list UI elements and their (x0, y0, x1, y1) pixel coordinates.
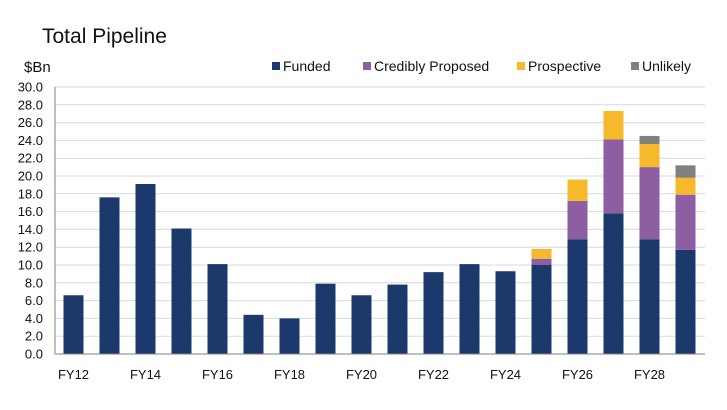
y-tick-label: 6.0 (25, 293, 43, 308)
legend-swatch (631, 62, 639, 70)
bar-segment-funded (639, 239, 660, 354)
bar-segment-funded (207, 264, 228, 354)
gridlines (55, 86, 705, 337)
y-tick-labels: 0.0 2.0 4.0 6.0 8.0 10.0 12.0 14.0 16.0 18.0 20.0 2… (18, 80, 43, 362)
bar-segment-credibly-proposed (531, 258, 552, 265)
bar-segment-prospective (603, 111, 624, 140)
bar-segment-credibly-proposed (567, 200, 588, 240)
legend-swatch (517, 62, 525, 70)
bar-segment-prospective (531, 248, 552, 259)
y-tick-label: 16.0 (18, 204, 43, 219)
bar-segment-funded (63, 295, 84, 354)
y-tick-label: 8.0 (25, 275, 43, 290)
y-tick-label: 24.0 (18, 133, 43, 148)
x-tick-label: FY18 (274, 367, 305, 382)
x-tick-label: FY16 (202, 367, 233, 382)
x-tick-label: FY22 (418, 367, 449, 382)
bar-segment-prospective (675, 177, 696, 195)
legend-label: Funded (283, 58, 330, 74)
y-tick-label: 2.0 (25, 329, 43, 344)
bar-segment-funded (675, 249, 696, 354)
y-axis-unit-label: $Bn (24, 59, 51, 76)
x-tick-label: FY14 (130, 367, 161, 382)
legend-swatch (363, 62, 371, 70)
legend-swatch (272, 62, 280, 70)
legend-label: Credibly Proposed (374, 58, 489, 74)
bar-segment-funded (171, 228, 192, 354)
y-tick-label: 30.0 (18, 80, 43, 95)
y-tick-label: 10.0 (18, 258, 43, 273)
y-tick-label: 0.0 (25, 347, 43, 362)
bar-segment-funded (567, 239, 588, 354)
legend-label: Unlikely (642, 58, 691, 74)
y-tick-label: 14.0 (18, 222, 43, 237)
bar-segment-funded (423, 272, 444, 354)
y-tick-label: 28.0 (18, 97, 43, 112)
bar-segment-funded (495, 271, 516, 354)
bar-segment-funded (351, 295, 372, 354)
bar-segment-prospective (567, 179, 588, 201)
y-tick-label: 26.0 (18, 115, 43, 130)
bar-segment-funded (531, 265, 552, 354)
x-tick-label: FY28 (634, 367, 665, 382)
y-tick-label: 4.0 (25, 311, 43, 326)
bar-segment-credibly-proposed (603, 139, 624, 214)
axes (54, 87, 705, 355)
bar-segment-funded (99, 197, 120, 354)
bar-segment-funded (135, 184, 156, 354)
x-tick-labels: FY12 FY14 FY16 FY18 FY20 FY22 FY24 FY26 FY28 (58, 367, 665, 382)
y-tick-label: 22.0 (18, 151, 43, 166)
bar-segment-credibly-proposed (639, 167, 660, 240)
y-tick-label: 18.0 (18, 186, 43, 201)
bar-segment-credibly-proposed (675, 194, 696, 250)
x-tick-label: FY24 (490, 367, 521, 382)
legend-label: Prospective (528, 58, 601, 74)
bar-segment-prospective (639, 143, 660, 168)
bar-segment-unlikely (675, 165, 696, 178)
chart-title: Total Pipeline (42, 25, 167, 48)
x-tick-label: FY20 (346, 367, 377, 382)
bar-segment-funded (459, 264, 480, 354)
bar-segment-funded (243, 314, 264, 354)
bars (63, 111, 696, 354)
bar-segment-unlikely (639, 135, 660, 144)
legend: Funded Credibly Proposed Prospective Unlike… (272, 58, 691, 74)
y-tick-label: 20.0 (18, 169, 43, 184)
bar-segment-funded (315, 283, 336, 354)
y-tick-label: 12.0 (18, 240, 43, 255)
bar-segment-funded (603, 213, 624, 354)
bar-segment-funded (279, 318, 300, 354)
x-tick-label: FY12 (58, 367, 89, 382)
bar-segment-funded (387, 284, 408, 354)
x-tick-label: FY26 (562, 367, 593, 382)
